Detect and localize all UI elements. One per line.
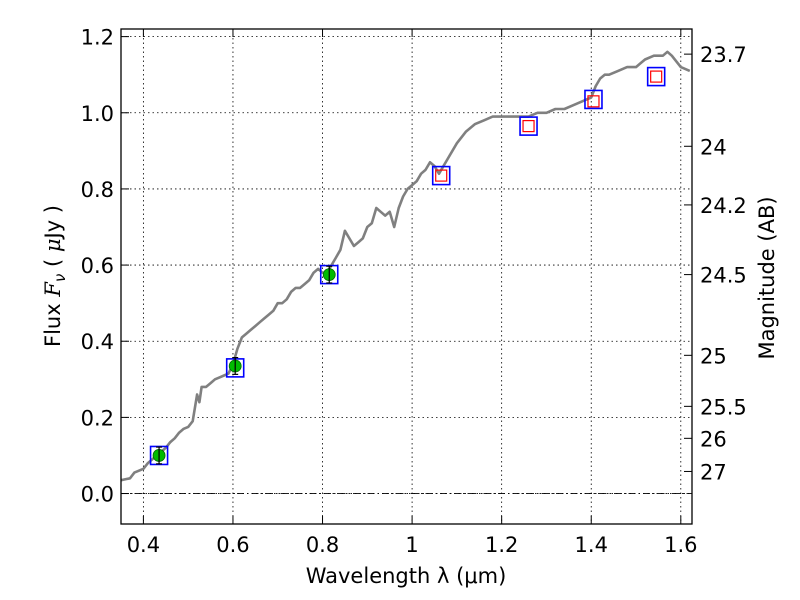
x-tick-label: 1.2 xyxy=(485,533,518,557)
mag-tick-label: 25 xyxy=(700,344,727,368)
x-tick-label: 1 xyxy=(405,533,418,557)
mag-tick-label: 24 xyxy=(700,135,727,159)
y-right-axis-title: Magnitude (AB) xyxy=(755,196,779,359)
y-tick-label: 0.2 xyxy=(81,406,114,430)
upper-limit-point xyxy=(435,169,448,182)
mag-tick-label: 23.7 xyxy=(700,43,747,67)
y-tick-label: 0.6 xyxy=(81,254,114,278)
model-photometry-point xyxy=(319,264,339,285)
x-tick-label: 1.4 xyxy=(575,533,608,557)
model-photometry-point xyxy=(584,89,603,110)
y-tick-label: 0.0 xyxy=(81,483,114,507)
upper-limit-point xyxy=(587,95,600,108)
x-axis-title: Wavelength λ (μm) xyxy=(306,564,507,588)
x-tick-label: 0.8 xyxy=(306,533,339,557)
ticks xyxy=(121,29,692,524)
model-photometry-point xyxy=(431,165,451,186)
y-tick-label: 1.0 xyxy=(81,102,114,126)
upper-limit-point xyxy=(522,119,535,133)
y-axis-title: Flux Fν ( μJy ) xyxy=(41,205,69,347)
tick-labels: 0.4 0.6 0.8 1 1.2 1.4 1.6 0.0 0.2 0.4 0.6 0.8 1.0 1.2… xyxy=(81,26,747,557)
model-photometry-point xyxy=(519,116,538,136)
model-photometry-point xyxy=(646,66,666,87)
x-tick-label: 0.4 xyxy=(127,533,160,557)
model-photometry-point xyxy=(149,445,169,466)
mag-tick-label: 26 xyxy=(700,427,727,451)
series-layer xyxy=(121,50,691,482)
model-sed-line xyxy=(121,50,691,482)
y-tick-label: 0.4 xyxy=(81,330,114,354)
plot-frame xyxy=(120,28,693,525)
mag-tick-label: 27 xyxy=(700,460,727,484)
mag-tick-label: 24.2 xyxy=(700,194,747,218)
mag-tick-label: 24.5 xyxy=(700,264,747,288)
x-tick-label: 1.6 xyxy=(664,533,697,557)
upper-limit-point xyxy=(650,70,663,83)
y-tick-label: 1.2 xyxy=(81,26,114,50)
mag-tick-label: 25.5 xyxy=(700,395,747,419)
y-tick-label: 0.8 xyxy=(81,178,114,202)
x-tick-label: 0.6 xyxy=(216,533,249,557)
grid xyxy=(121,29,692,524)
